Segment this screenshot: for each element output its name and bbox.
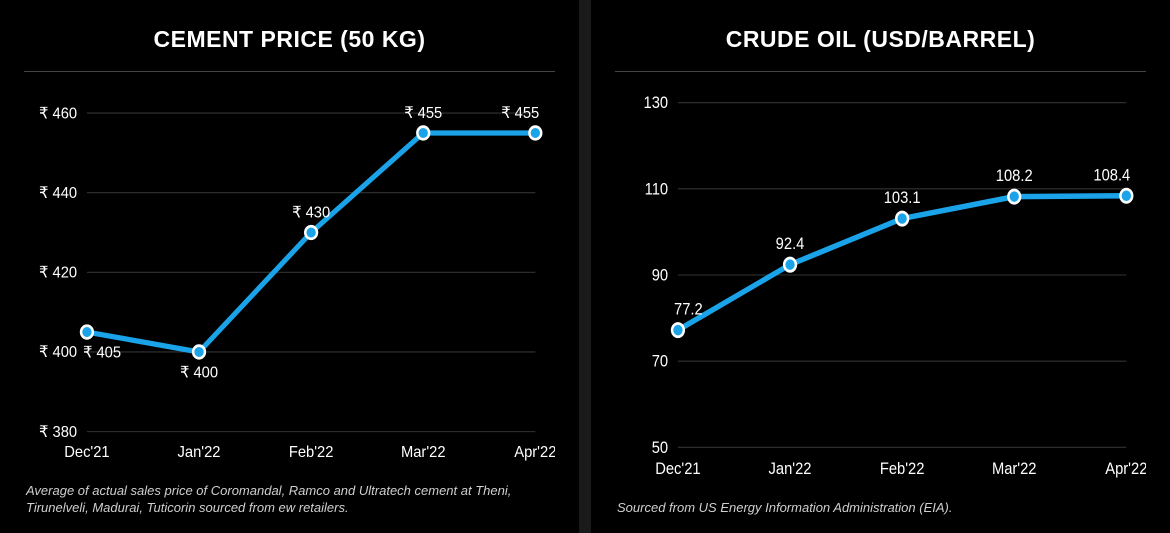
svg-text:103.1: 103.1 [884,189,921,207]
svg-text:₹ 380: ₹ 380 [39,423,77,441]
svg-text:₹ 440: ₹ 440 [39,185,77,203]
cement-title: CEMENT PRICE (50 KG) [24,18,555,71]
svg-text:77.2: 77.2 [674,301,703,319]
crude-chart-wrap: 50 70 90 110 130 Dec'21 Jan'22 Feb'22 Mar'22 Apr'… [615,72,1146,491]
svg-text:Apr'22: Apr'22 [1105,460,1146,478]
crude-panel: CRUDE OIL (USD/BARREL) 50 70 90 110 130 Dec'2… [591,0,1170,533]
svg-text:Jan'22: Jan'22 [769,460,812,478]
svg-text:Jan'22: Jan'22 [178,444,221,462]
crude-chart: 50 70 90 110 130 Dec'21 Jan'22 Feb'22 Mar'22 Apr'… [615,72,1146,491]
svg-text:70: 70 [652,353,669,371]
svg-text:Mar'22: Mar'22 [401,444,446,462]
crude-footnote: Sourced from US Energy Information Admin… [615,491,1146,521]
svg-text:₹ 455: ₹ 455 [404,105,442,123]
svg-text:Apr'22: Apr'22 [514,444,555,462]
svg-text:₹ 455: ₹ 455 [501,105,539,123]
cement-chart-wrap: ₹ 380 ₹ 400 ₹ 420 ₹ 440 ₹ 460 Dec'21 Jan'22 Feb… [24,72,555,474]
svg-text:Dec'21: Dec'21 [64,444,109,462]
crude-title: CRUDE OIL (USD/BARREL) [615,18,1146,71]
svg-text:50: 50 [652,439,669,457]
svg-text:₹ 400: ₹ 400 [180,364,218,382]
svg-text:₹ 460: ₹ 460 [39,105,77,123]
svg-text:₹ 420: ₹ 420 [39,264,77,282]
cement-chart: ₹ 380 ₹ 400 ₹ 420 ₹ 440 ₹ 460 Dec'21 Jan'22 Feb… [24,72,555,474]
svg-text:Feb'22: Feb'22 [289,444,334,462]
svg-text:108.4: 108.4 [1093,167,1130,185]
svg-text:₹ 400: ₹ 400 [39,344,77,362]
svg-text:90: 90 [652,267,669,285]
svg-text:Feb'22: Feb'22 [880,460,925,478]
svg-text:Mar'22: Mar'22 [992,460,1037,478]
svg-text:130: 130 [644,94,669,112]
svg-text:₹ 405: ₹ 405 [83,344,121,362]
charts-container: CEMENT PRICE (50 KG) ₹ 380 ₹ 400 ₹ 420 ₹ 44… [0,0,1170,533]
svg-text:92.4: 92.4 [776,235,805,253]
svg-text:Dec'21: Dec'21 [655,460,700,478]
cement-footnote: Average of actual sales price of Coroman… [24,474,555,521]
svg-text:₹ 430: ₹ 430 [292,204,330,222]
svg-text:110: 110 [645,181,669,199]
cement-panel: CEMENT PRICE (50 KG) ₹ 380 ₹ 400 ₹ 420 ₹ 44… [0,0,579,533]
svg-text:108.2: 108.2 [996,167,1033,185]
